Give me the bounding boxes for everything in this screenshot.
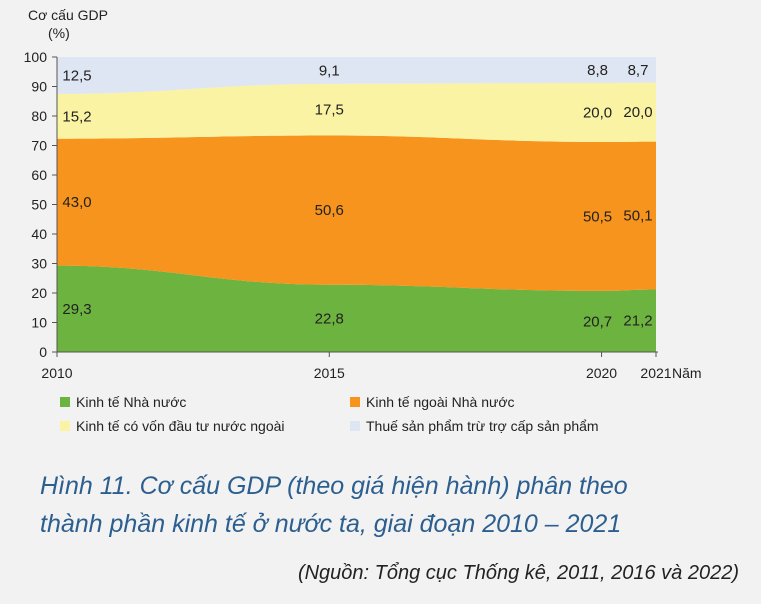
data-label-series-3: 8,7 — [628, 62, 649, 79]
y-tick-label: 90 — [31, 79, 47, 95]
legend-label: Thuế sản phẩm trừ trợ cấp sản phẩm — [366, 418, 599, 434]
legend-label: Kinh tế ngoài Nhà nước — [366, 394, 515, 410]
y-axis: 0 10 20 30 40 50 60 70 80 90 100 — [24, 49, 58, 360]
data-label-series-0: 21,2 — [623, 313, 652, 330]
legend-swatch-yellow — [60, 421, 70, 431]
x-tick-label: 2015 — [314, 365, 345, 381]
data-label-series-0: 29,3 — [62, 301, 91, 318]
y-tick-label: 0 — [39, 344, 47, 360]
legend-swatch-orange — [350, 397, 360, 407]
y-tick-label: 40 — [31, 226, 47, 242]
data-label-series-2: 20,0 — [583, 104, 612, 121]
y-tick-label: 100 — [24, 49, 48, 65]
gdp-structure-chart: Cơ cấu GDP (%) 0 10 20 30 40 50 60 70 80 90 100 20… — [24, 7, 702, 381]
x-tick-label: 2021 — [640, 365, 671, 381]
y-tick-label: 80 — [31, 108, 47, 124]
y-axis-title-line2: (%) — [48, 25, 70, 41]
area-series-1 — [57, 135, 656, 291]
x-tick-label: 2010 — [41, 365, 72, 381]
data-labels: 29,3 22,8 20,7 21,2 43,0 50,6 50,5 50,1 15,2 17,5… — [62, 62, 652, 331]
data-label-series-3: 12,5 — [62, 67, 91, 84]
data-label-series-0: 20,7 — [583, 313, 612, 330]
y-axis-title-line1: Cơ cấu GDP — [28, 7, 108, 23]
x-axis: 2010 2015 2020 2021 — [41, 351, 672, 381]
y-tick-label: 70 — [31, 138, 47, 154]
area-top-edge — [57, 57, 656, 58]
y-tick-label: 10 — [31, 315, 47, 331]
data-label-series-1: 43,0 — [62, 194, 91, 211]
x-axis-title: Năm — [672, 365, 702, 381]
legend-swatch-blue — [350, 421, 360, 431]
y-tick-label: 30 — [31, 256, 47, 272]
data-label-series-0: 22,8 — [315, 310, 344, 327]
data-label-series-3: 9,1 — [319, 62, 340, 79]
data-label-series-1: 50,6 — [315, 202, 344, 219]
legend-item-state: Kinh tế Nhà nước — [60, 394, 186, 410]
legend-item-tax: Thuế sản phẩm trừ trợ cấp sản phẩm — [350, 418, 599, 434]
data-label-series-1: 50,5 — [583, 208, 612, 225]
legend-label: Kinh tế Nhà nước — [76, 394, 187, 410]
legend-label: Kinh tế có vốn đầu tư nước ngoài — [76, 418, 285, 434]
data-label-series-2: 15,2 — [62, 108, 91, 125]
y-tick-label: 60 — [31, 167, 47, 183]
figure-caption-line2: thành phần kinh tế ở nước ta, giai đoạn … — [40, 510, 622, 538]
data-label-series-3: 8,8 — [587, 62, 608, 79]
y-tick-label: 20 — [31, 285, 47, 301]
legend-item-fdi: Kinh tế có vốn đầu tư nước ngoài — [60, 418, 285, 434]
legend-swatch-green — [60, 397, 70, 407]
figure-caption-line1: Hình 11. Cơ cấu GDP (theo giá hiện hành)… — [40, 472, 628, 500]
y-tick-label: 50 — [31, 197, 47, 213]
legend-item-non-state: Kinh tế ngoài Nhà nước — [350, 394, 515, 410]
figure-source: (Nguồn: Tổng cục Thống kê, 2011, 2016 và… — [297, 562, 739, 584]
data-label-series-2: 20,0 — [623, 104, 652, 121]
data-label-series-2: 17,5 — [315, 102, 344, 119]
x-tick-label: 2020 — [586, 365, 617, 381]
area-series-3 — [57, 57, 656, 94]
area-series-2 — [57, 82, 656, 142]
area-layer — [57, 57, 656, 352]
area-series-0 — [57, 265, 656, 352]
data-label-series-1: 50,1 — [623, 208, 652, 225]
